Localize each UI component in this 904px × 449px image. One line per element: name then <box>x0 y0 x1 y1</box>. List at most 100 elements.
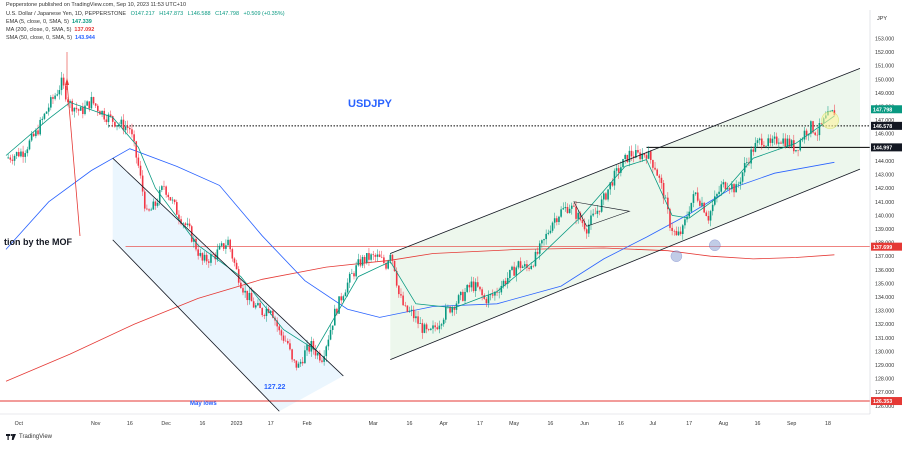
candle-body <box>577 212 579 219</box>
candle-body <box>536 251 539 254</box>
recent-high-circle <box>821 111 839 129</box>
x-tick-label: Dec <box>161 421 171 427</box>
candle-body <box>316 353 319 356</box>
candle-body <box>711 204 714 212</box>
candle-body <box>54 95 56 99</box>
candle-body <box>197 249 199 256</box>
candle-body <box>158 189 161 203</box>
candle-body <box>353 273 355 277</box>
ma200-line <box>5 247 835 382</box>
candle-body <box>387 260 389 269</box>
candle-body <box>652 160 654 168</box>
y-tick-label: 135.000 <box>875 281 894 287</box>
candle-body <box>566 206 569 213</box>
candle-body <box>564 206 567 209</box>
candle-body <box>222 243 225 249</box>
indicator-ma200[interactable]: MA (200, close, 0, SMA, 5) 137.092 <box>6 27 94 33</box>
candle-body <box>630 150 633 157</box>
candle-body <box>201 253 204 261</box>
candle-body <box>487 295 490 304</box>
candle-body <box>581 219 584 224</box>
candle-body <box>701 202 703 206</box>
candle-body <box>820 122 823 124</box>
candle-body <box>453 307 456 310</box>
candle-body <box>511 266 513 270</box>
candle-body <box>598 210 601 212</box>
candle-body <box>193 238 195 242</box>
candle-body <box>575 206 577 219</box>
candle-body <box>75 107 78 110</box>
candle-body <box>395 271 398 286</box>
y-axis-unit: JPY <box>877 16 888 22</box>
candle-body <box>250 292 253 302</box>
candle-body <box>90 97 93 109</box>
candle-body <box>532 265 535 267</box>
candle-body <box>790 140 793 147</box>
candle-body <box>261 308 263 316</box>
candle-body <box>248 292 251 301</box>
candle-body <box>459 291 462 296</box>
candle-body <box>637 150 639 153</box>
candle-body <box>449 306 451 313</box>
down-channel-upper <box>112 157 344 377</box>
candle-body <box>88 101 91 109</box>
candle-body <box>163 186 165 187</box>
price-tag-label: 126.353 <box>873 399 892 405</box>
candle-body <box>107 114 110 123</box>
candle-body <box>329 330 332 340</box>
candle-body <box>457 295 460 304</box>
candle-body <box>818 122 821 136</box>
candle-body <box>190 226 193 242</box>
candle-body <box>466 285 468 292</box>
ohlc-open: O147.217 <box>130 11 155 17</box>
candle-body <box>438 325 441 330</box>
candle-body <box>338 296 340 314</box>
chart-title: USDJPY <box>348 98 393 110</box>
candle-body <box>816 134 819 136</box>
ohlc-change: +0.509 (+0.35%) <box>243 11 285 17</box>
y-tick-label: 152.000 <box>875 50 894 56</box>
y-tick-label: 136.000 <box>875 268 894 274</box>
candle-body <box>199 253 202 256</box>
indicator-ema[interactable]: EMA (5, close, 0, SMA, 5) 147.339 <box>6 19 92 25</box>
indicator-sma50[interactable]: SMA (50, close, 0, SMA, 5) 143.944 <box>6 35 95 41</box>
candle-body <box>692 194 695 203</box>
candle-body <box>797 150 799 151</box>
candle-body <box>77 109 80 111</box>
candle-body <box>69 100 71 103</box>
candle-body <box>722 182 725 185</box>
symbol-line: U.S. Dollar / Japanese Yen, 1D, PEPPERST… <box>6 11 288 17</box>
candle-body <box>15 152 18 156</box>
candle-body <box>477 282 479 287</box>
x-tick-label: 16 <box>407 421 413 427</box>
candle-body <box>182 223 185 224</box>
low-label: 127.22 <box>264 384 286 391</box>
candle-body <box>30 133 33 141</box>
candle-body <box>720 184 723 192</box>
candle-body <box>784 138 787 147</box>
indicator-ma200-name: MA (200, close, 0, SMA, 5) <box>6 27 72 33</box>
y-tick-label: 137.000 <box>875 254 894 260</box>
candle-body <box>558 216 560 223</box>
candle-body <box>596 210 599 214</box>
candle-body <box>679 231 682 235</box>
candle-body <box>233 258 236 263</box>
candle-body <box>400 294 402 296</box>
x-tick-label: Feb <box>302 421 311 427</box>
x-tick-label: 16 <box>127 421 133 427</box>
candle-body <box>573 205 575 207</box>
y-tick-label: 147.000 <box>875 118 894 124</box>
candle-body <box>547 232 550 234</box>
x-tick-label: 16 <box>618 421 624 427</box>
mof-arrow-line <box>66 81 81 237</box>
candle-body <box>769 138 772 143</box>
may-lows-label: May lows <box>190 401 217 407</box>
candle-body <box>173 199 176 203</box>
down-channel-lower <box>112 239 280 412</box>
candle-body <box>726 188 729 190</box>
indicator-ema-value: 147.339 <box>71 19 92 25</box>
candle-body <box>71 100 73 112</box>
price-tag <box>871 121 902 130</box>
candle-body <box>263 315 266 317</box>
